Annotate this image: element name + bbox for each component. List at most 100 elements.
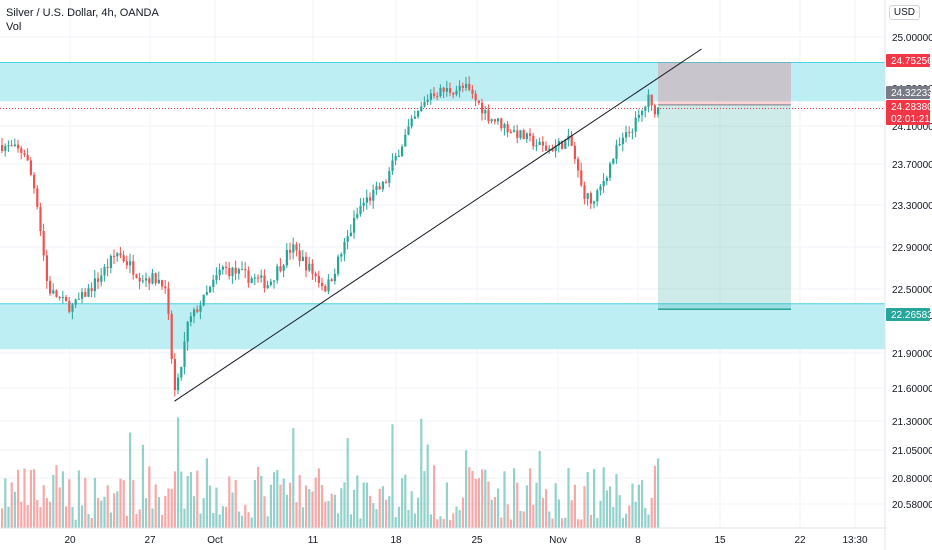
candle-body [477, 100, 480, 103]
candle-body [87, 288, 90, 297]
volume-indicator-label[interactable]: Vol [6, 21, 22, 33]
volume-bar [196, 470, 199, 528]
candle-body [522, 130, 525, 140]
volume-bar [554, 483, 557, 528]
volume-bar [602, 467, 605, 528]
candle-body [52, 290, 55, 294]
candle-body [644, 106, 647, 111]
candle-body [583, 185, 586, 199]
candle-body [500, 118, 503, 129]
candle-body [394, 156, 397, 161]
price-tick-label: 23.70000 [892, 160, 932, 171]
candle-body [484, 110, 487, 114]
volume-bar [4, 478, 7, 528]
volume-bar [609, 486, 612, 528]
candle-body [554, 145, 557, 152]
candle-body [186, 321, 189, 342]
volume-bar [49, 501, 52, 528]
volume-bar [650, 497, 653, 528]
candle-body [516, 130, 519, 139]
candle-body [343, 241, 346, 254]
price-tick-label: 21.05000 [892, 446, 932, 457]
volume-bar [429, 514, 432, 528]
candle-body [273, 280, 276, 282]
volume-bar [449, 519, 452, 528]
volume-bar [509, 519, 512, 528]
volume-bar [401, 478, 404, 528]
candle-body [289, 249, 292, 253]
candle-body [7, 145, 10, 147]
volume-bar [487, 481, 490, 528]
volume-bar [420, 418, 423, 528]
volume-bar [545, 489, 548, 528]
time-tick-label: 27 [144, 535, 156, 546]
candle-body [135, 274, 138, 278]
time-axis[interactable]: 20 27 Oct 11 18 25 Nov 8 15 22 13:30 [64, 535, 868, 546]
candle-body [330, 279, 333, 282]
candle-body [465, 83, 468, 88]
volume-bar [266, 516, 269, 528]
candle-body [17, 144, 20, 149]
volume-bar [385, 499, 388, 528]
candle-body [167, 288, 170, 314]
volume-bar [1, 508, 4, 528]
candle-body [599, 186, 602, 191]
candle-body [410, 118, 413, 127]
candle-body [519, 130, 522, 139]
candle-body [298, 250, 301, 261]
price-tick-label: 24.10000 [892, 122, 932, 133]
candle-body [276, 266, 279, 281]
candle-body [173, 359, 176, 391]
candle-body [529, 133, 532, 136]
volume-bar [97, 498, 100, 528]
volume-bar [637, 484, 640, 528]
candle-body [404, 134, 407, 147]
volume-bar [125, 515, 128, 528]
volume-bar [641, 479, 644, 528]
volume-bar [157, 497, 160, 528]
candle-body [413, 116, 416, 119]
volume-bar [301, 507, 304, 528]
time-tick-label: 11 [308, 535, 319, 546]
candle-body [337, 256, 340, 274]
time-tick-label: 18 [390, 535, 402, 546]
volume-bar [372, 503, 375, 528]
volume-bar [231, 492, 234, 528]
candle-body [301, 256, 304, 261]
candle-body [109, 255, 112, 268]
volume-bar [74, 519, 77, 528]
candle-body [266, 284, 269, 288]
volume-bar [106, 485, 109, 528]
price-tick-label: 21.30000 [892, 417, 932, 428]
volume-bar [519, 510, 522, 528]
candle-body [506, 124, 509, 132]
volume-bar [468, 467, 471, 528]
candle-body [445, 88, 448, 92]
volume-bar [109, 512, 112, 528]
candle-body [93, 278, 96, 292]
candle-body [154, 273, 157, 284]
symbol-title[interactable]: Silver / U.S. Dollar, 4h, OANDA [6, 7, 159, 19]
candle-body [577, 159, 580, 171]
volume-bar [577, 519, 580, 528]
volume-bar [442, 518, 445, 528]
candle-body [23, 152, 26, 155]
price-tick-label: 25.00000 [892, 33, 932, 44]
volume-bar [356, 475, 359, 528]
volume-bar [183, 508, 186, 528]
candle-body [573, 145, 576, 160]
candle-body [199, 305, 202, 312]
volume-bar [461, 497, 464, 528]
candle-body [589, 193, 592, 204]
price-label-text: 02:01:21 [891, 114, 930, 125]
volume-bar [119, 478, 122, 528]
currency-button[interactable]: USD [888, 5, 920, 20]
stop-loss-area [658, 62, 791, 105]
volume-bar [314, 477, 317, 528]
candle-body [141, 280, 144, 282]
candle-body [353, 217, 356, 233]
volume-bar [593, 469, 596, 528]
time-tick-label: Nov [549, 535, 567, 546]
candle-body [116, 253, 119, 257]
